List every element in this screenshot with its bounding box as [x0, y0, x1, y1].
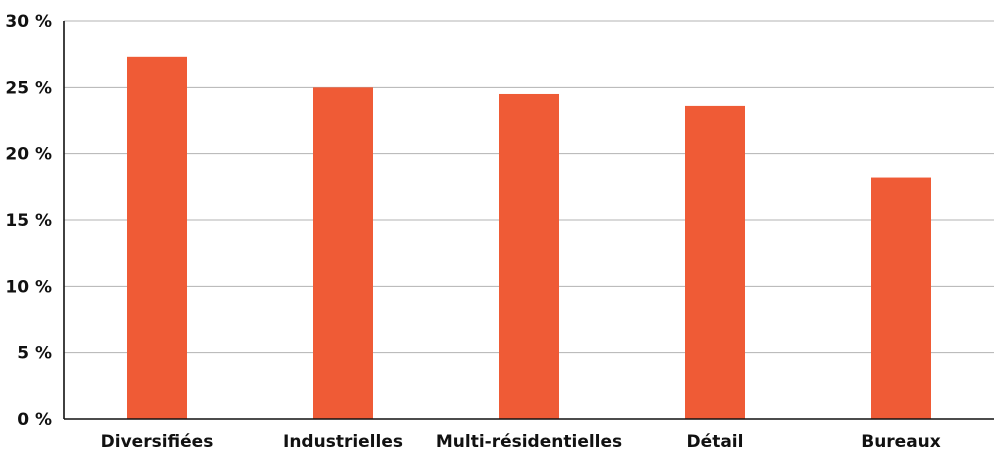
- bar-4: [871, 177, 931, 419]
- bar-2: [499, 93, 559, 419]
- y-tick-label: 25 %: [5, 78, 52, 98]
- y-tick-label: 15 %: [5, 211, 52, 231]
- y-tick-label: 10 %: [5, 277, 52, 297]
- y-tick-label: 5 %: [17, 344, 52, 364]
- x-category-label: Bureaux: [861, 432, 941, 452]
- bar-1: [313, 87, 373, 419]
- x-category-label: Industrielles: [283, 432, 403, 452]
- y-tick-label: 20 %: [5, 145, 52, 165]
- bars: [127, 56, 931, 419]
- bar-3: [685, 105, 745, 419]
- y-tick-label: 30 %: [5, 12, 52, 32]
- x-axis-labels: Diversifiées Industrielles Multi-résidenti…: [101, 432, 941, 452]
- x-category-label: Multi-résidentielles: [436, 432, 622, 452]
- x-category-label: Diversifiées: [101, 432, 214, 452]
- bar-0: [127, 56, 187, 419]
- y-axis-ticks: 0 % 5 % 10 % 15 % 20 % 25 % 30 %: [5, 12, 52, 430]
- y-tick-label: 0 %: [17, 410, 52, 430]
- x-category-label: Détail: [687, 432, 744, 452]
